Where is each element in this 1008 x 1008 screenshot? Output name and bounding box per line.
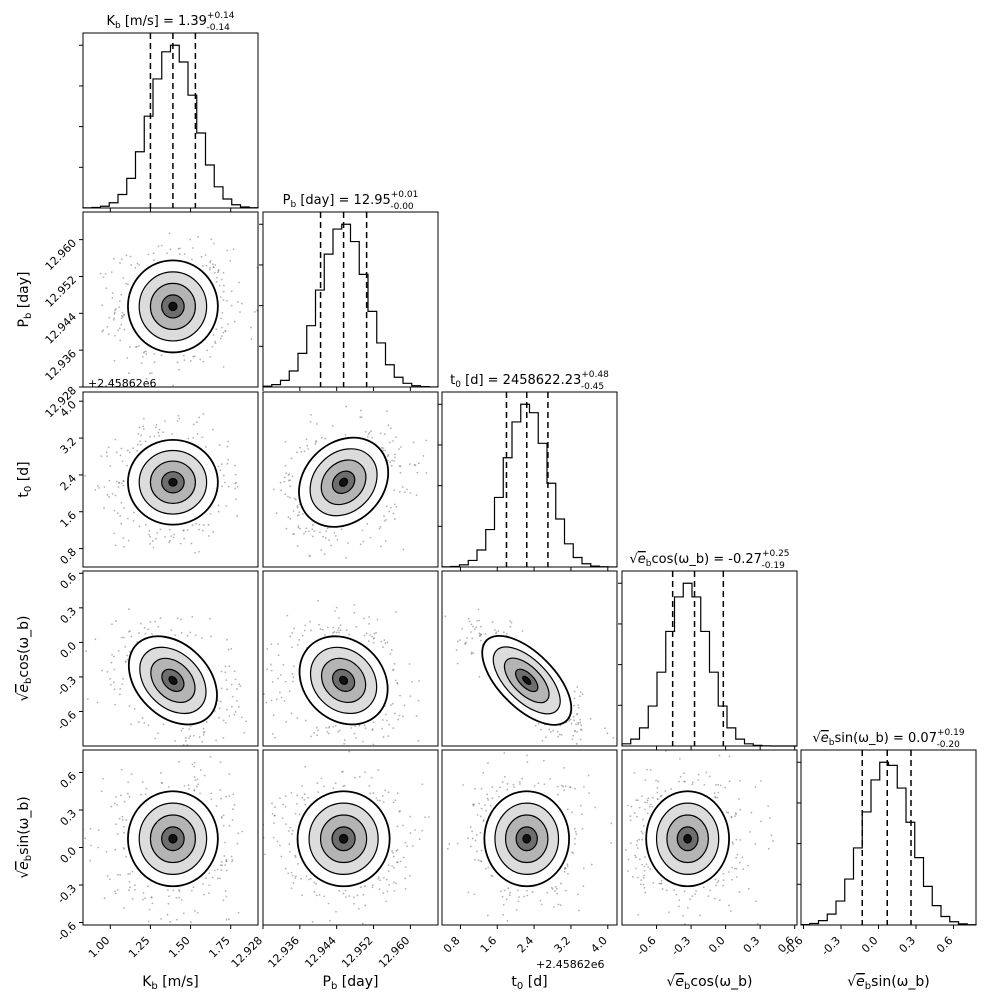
diag-frame-2: [441, 391, 618, 568]
diag-frame-0: [82, 32, 259, 209]
ytick-label-1-4: 12.960: [43, 237, 79, 273]
panel-3-1: [262, 570, 439, 747]
diag-xtick-label-4-4: 0.6: [934, 934, 956, 956]
xtick-label-1-0: 12.928: [229, 934, 265, 970]
histogram-2: [441, 403, 618, 568]
panel-title-3: √ebcos(ω_b) = -0.27+0.25 -0.19: [629, 549, 789, 571]
contour-2-0-4: [168, 477, 178, 487]
panel-3-2: [441, 570, 618, 747]
contour-4-1-4: [338, 833, 349, 844]
ytick-label-3-3: 0.3: [58, 605, 80, 627]
xtick-label-3-3: 0.3: [741, 934, 763, 956]
panel-frame-2-1: [262, 391, 439, 568]
ytick-label-4-1: -0.3: [55, 882, 79, 906]
ytick-label-3-1: -0.3: [55, 674, 79, 698]
ytick-label-4-0: -0.6: [55, 919, 79, 943]
y-axis-label-2: t0 [d]: [16, 461, 34, 497]
xtick-label-2-4: 4.0: [588, 934, 610, 956]
offset-label-y: +2.45862e6: [88, 377, 156, 390]
xtick-label-1-3: 12.952: [339, 934, 375, 970]
diag-xtick-label-4-2: 0.0: [859, 934, 881, 956]
ytick-label-2-3: 3.2: [58, 435, 80, 457]
ytick-label-2-1: 1.6: [58, 509, 80, 531]
y-axis-label-4: √ebsin(ω_b): [16, 796, 34, 879]
contour-3-2-4: [522, 675, 532, 685]
histogram-3: [621, 582, 798, 747]
panel-frame-4-1: [262, 749, 439, 926]
xtick-label-0-2: 1.50: [166, 934, 193, 961]
panel-title-2: t0 [d] = 2458622.23+0.48 -0.45: [450, 370, 609, 392]
diag-xtick-label-4-3: 0.3: [897, 934, 919, 956]
x-axis-label-3: √ebcos(ω_b): [667, 974, 753, 992]
xtick-label-0-0: 1.00: [86, 934, 113, 961]
panel-frame-4-0: [82, 749, 259, 926]
panel-title-0: Kb [m/s] = 1.39+0.14 -0.14: [106, 11, 234, 33]
panel-2-1: [262, 391, 439, 568]
ytick-label-1-2: 12.944: [43, 310, 79, 346]
panel-2-0: [82, 391, 259, 568]
y-axis-label-3: √ebcos(ω_b): [16, 616, 34, 702]
histogram-1: [262, 223, 439, 388]
panel-title-1: Pb [day] = 12.95+0.01 -0.00: [283, 190, 419, 212]
diag-xtick-label-4-1: -0.3: [819, 934, 843, 958]
contour-1-0-4: [168, 301, 178, 312]
panel-frame-4-3: [621, 749, 798, 926]
y-axis-label-1: Pb [day]: [16, 272, 34, 328]
panel-frame-1-0: [82, 211, 259, 388]
ytick-label-1-3: 12.952: [43, 273, 79, 309]
xtick-label-3-1: -0.3: [669, 934, 693, 958]
xtick-label-3-0: -0.6: [634, 934, 658, 958]
ytick-label-4-2: 0.0: [58, 844, 80, 866]
panel-4-3: [621, 749, 798, 926]
ytick-label-3-2: 0.0: [58, 639, 80, 661]
xtick-label-3-2: 0.0: [706, 934, 728, 956]
ytick-label-3-4: 0.6: [58, 570, 80, 592]
panel-4-1: [262, 749, 439, 926]
contour-2-1-4: [338, 477, 349, 487]
panel-4-2: [441, 749, 618, 926]
x-axis-label-1: Pb [day]: [323, 974, 379, 992]
xtick-label-1-2: 12.944: [302, 934, 338, 970]
xtick-label-0-1: 1.25: [126, 934, 153, 961]
diag-frame-4: [800, 749, 977, 926]
contour-4-0-4: [168, 833, 178, 844]
panel-4-0: [82, 749, 259, 926]
x-axis-label-2: t0 [d]: [511, 974, 547, 992]
contour-3-1-4: [339, 675, 349, 685]
ytick-label-2-0: 0.8: [58, 546, 80, 568]
contour-4-2-4: [522, 833, 532, 844]
ytick-label-2-2: 2.4: [58, 472, 80, 494]
histogram-4: [800, 761, 977, 926]
panel-frame-4-2: [441, 749, 618, 926]
ytick-label-3-0: -0.6: [55, 708, 79, 732]
ytick-label-4-4: 0.6: [58, 769, 80, 791]
xtick-label-2-1: 1.6: [478, 934, 500, 956]
panel-frame-3-2: [441, 570, 618, 747]
ytick-label-4-3: 0.3: [58, 807, 80, 829]
xtick-label-2-3: 3.2: [552, 934, 574, 956]
panel-title-4: √ebsin(ω_b) = 0.07+0.19 -0.20: [812, 728, 964, 750]
offset-label-x: +2.45862e6: [536, 958, 604, 971]
panel-frame-3-0: [82, 570, 259, 747]
xtick-label-0-3: 1.75: [206, 934, 233, 961]
x-axis-label-4: √ebsin(ω_b): [847, 974, 930, 992]
panel-frame-2-0: [82, 391, 259, 568]
panel-frame-3-1: [262, 570, 439, 747]
xtick-label-1-1: 12.936: [266, 934, 302, 970]
contour-4-3-4: [683, 833, 692, 844]
ytick-label-1-1: 12.936: [43, 347, 79, 383]
panel-3-0: [82, 570, 259, 747]
xtick-label-2-0: 0.8: [441, 934, 463, 956]
xtick-label-2-2: 2.4: [515, 934, 537, 956]
xtick-label-1-4: 12.960: [376, 934, 412, 970]
diag-frame-1: [262, 211, 439, 388]
diag-frame-3: [621, 570, 798, 747]
panel-1-0: [82, 211, 259, 388]
contour-3-0-4: [168, 675, 178, 685]
x-axis-label-0: Kb [m/s]: [142, 974, 199, 992]
histogram-0: [82, 44, 259, 209]
